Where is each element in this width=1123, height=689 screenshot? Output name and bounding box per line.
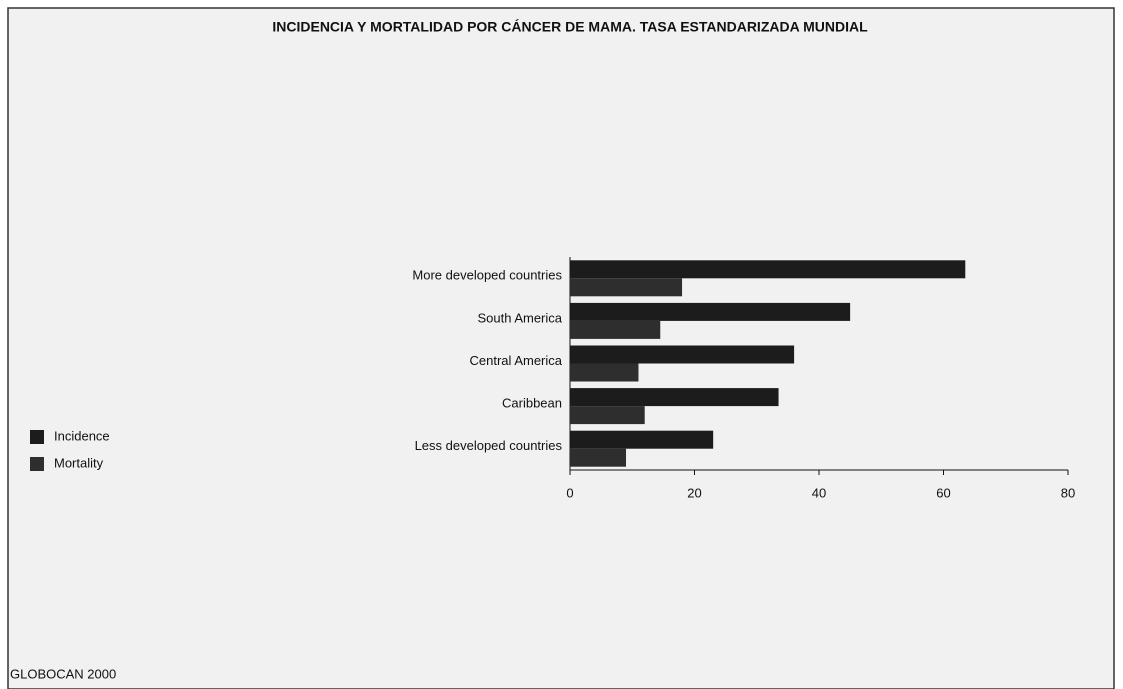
legend-swatch [30, 457, 44, 471]
bar [570, 363, 639, 382]
bar [570, 278, 683, 297]
chart-frame [7, 7, 1115, 689]
footer: GLOBOCAN 2000 [10, 666, 116, 681]
y-tick-label: More developed countries [412, 268, 562, 283]
y-tick-label: Caribbean [502, 396, 562, 411]
bar [570, 302, 851, 321]
x-tick-label: 0 [566, 485, 573, 500]
bar [570, 430, 714, 449]
y-tick-label: South America [477, 310, 562, 325]
x-tick-label: 20 [687, 485, 701, 500]
x-tick-label: 80 [1061, 485, 1075, 500]
x-tick-label: 40 [812, 485, 826, 500]
legend-swatch [30, 430, 44, 444]
bar [570, 260, 966, 279]
bar [570, 345, 795, 364]
bar [570, 406, 645, 425]
bar [570, 448, 627, 467]
bar [570, 388, 779, 407]
y-tick-label: Less developed countries [415, 438, 563, 453]
x-tick-label: 60 [936, 485, 950, 500]
y-tick-label: Central America [470, 353, 563, 368]
bar [570, 320, 661, 339]
legend-label: Mortality [54, 455, 104, 470]
chart-title: INCIDENCIA Y MORTALIDAD POR CÁNCER DE MA… [272, 19, 868, 35]
legend-label: Incidence [54, 428, 110, 443]
